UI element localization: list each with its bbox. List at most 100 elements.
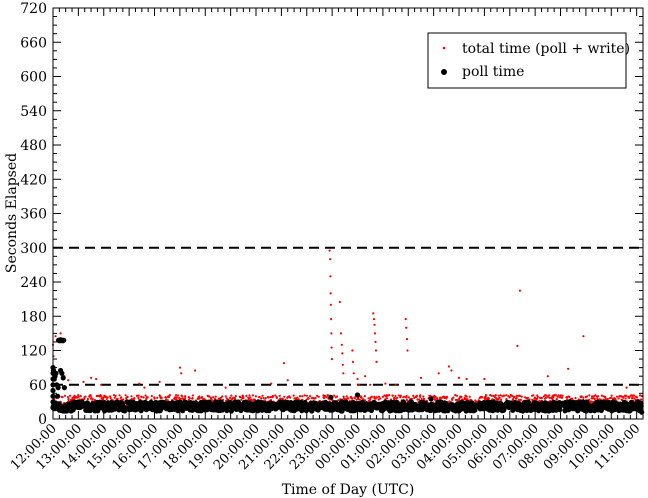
data-point bbox=[175, 396, 178, 399]
data-point bbox=[95, 377, 98, 381]
y-tick-label: 300 bbox=[20, 241, 47, 257]
data-point bbox=[589, 400, 593, 403]
data-point bbox=[638, 394, 642, 397]
data-point bbox=[372, 318, 376, 321]
data-point bbox=[460, 395, 463, 398]
data-point bbox=[373, 332, 377, 335]
data-points bbox=[50, 249, 645, 415]
data-point bbox=[354, 392, 361, 398]
data-point bbox=[234, 395, 237, 398]
data-point bbox=[330, 332, 333, 335]
y-tick-label: 120 bbox=[20, 344, 47, 360]
data-point bbox=[329, 275, 332, 278]
data-point bbox=[69, 394, 72, 397]
data-point bbox=[518, 394, 522, 398]
data-point bbox=[54, 335, 57, 338]
data-point bbox=[364, 375, 367, 378]
data-point bbox=[112, 394, 116, 397]
data-point bbox=[330, 358, 333, 361]
data-point bbox=[338, 300, 341, 304]
data-point bbox=[245, 394, 248, 397]
data-point bbox=[118, 394, 121, 397]
data-point bbox=[466, 398, 469, 401]
data-point bbox=[330, 346, 333, 349]
data-point bbox=[90, 396, 93, 399]
data-point bbox=[298, 395, 302, 398]
data-point bbox=[384, 382, 387, 385]
data-point bbox=[364, 399, 367, 402]
data-point bbox=[191, 397, 194, 400]
data-point bbox=[610, 394, 613, 397]
data-point bbox=[526, 396, 530, 399]
data-point bbox=[419, 376, 423, 379]
data-point bbox=[606, 398, 609, 401]
data-point bbox=[178, 366, 181, 369]
data-point bbox=[138, 382, 141, 385]
data-point bbox=[381, 395, 384, 398]
data-point bbox=[377, 395, 381, 398]
data-point bbox=[254, 395, 257, 398]
data-point bbox=[55, 385, 61, 391]
data-point bbox=[267, 396, 270, 399]
legend-label-total-time: total time (poll + write) bbox=[462, 41, 630, 57]
data-point bbox=[490, 394, 493, 397]
data-point bbox=[188, 397, 191, 400]
data-point bbox=[480, 396, 484, 399]
legend-label-poll-time: poll time bbox=[462, 64, 524, 80]
data-point bbox=[224, 386, 227, 389]
data-point bbox=[191, 394, 194, 397]
data-point bbox=[468, 395, 471, 398]
data-point bbox=[100, 383, 103, 386]
data-point bbox=[342, 395, 345, 398]
data-point bbox=[484, 394, 488, 397]
data-point bbox=[546, 395, 549, 398]
data-point bbox=[67, 398, 70, 401]
y-tick-label: 240 bbox=[20, 275, 47, 291]
data-point bbox=[89, 394, 92, 397]
data-point bbox=[221, 395, 224, 398]
data-point bbox=[617, 397, 620, 400]
data-point bbox=[388, 394, 391, 397]
y-tick-label: 480 bbox=[20, 138, 47, 154]
data-point bbox=[153, 397, 156, 400]
data-point bbox=[511, 398, 515, 401]
data-point bbox=[640, 394, 643, 398]
data-point bbox=[274, 394, 277, 397]
data-point bbox=[465, 395, 468, 398]
data-point bbox=[377, 398, 380, 401]
data-point bbox=[160, 396, 163, 399]
data-point bbox=[519, 398, 523, 401]
data-point bbox=[405, 326, 408, 329]
data-point bbox=[375, 396, 378, 399]
data-point bbox=[219, 396, 222, 399]
data-point bbox=[178, 396, 181, 400]
data-point bbox=[296, 396, 299, 399]
data-point bbox=[548, 396, 551, 399]
data-point bbox=[180, 372, 183, 375]
data-point bbox=[333, 394, 336, 397]
data-point bbox=[561, 394, 564, 397]
data-point bbox=[174, 394, 178, 397]
data-point bbox=[394, 394, 397, 398]
data-point bbox=[356, 377, 359, 381]
data-point bbox=[636, 396, 639, 399]
data-point bbox=[428, 396, 434, 402]
data-point bbox=[150, 394, 153, 398]
data-point bbox=[624, 397, 627, 400]
data-point bbox=[301, 395, 304, 398]
data-point bbox=[282, 362, 285, 365]
data-point bbox=[347, 397, 350, 400]
data-point bbox=[588, 394, 591, 397]
data-point bbox=[457, 376, 461, 379]
x-axis-label: Time of Day (UTC) bbox=[282, 482, 415, 498]
data-point bbox=[374, 349, 378, 352]
data-point bbox=[281, 397, 284, 400]
data-point bbox=[372, 312, 375, 315]
data-point bbox=[328, 394, 334, 400]
data-point bbox=[451, 398, 454, 401]
data-point bbox=[308, 395, 312, 398]
data-point bbox=[109, 396, 112, 400]
data-point bbox=[269, 395, 272, 399]
data-point bbox=[262, 396, 265, 400]
data-point bbox=[394, 399, 400, 405]
